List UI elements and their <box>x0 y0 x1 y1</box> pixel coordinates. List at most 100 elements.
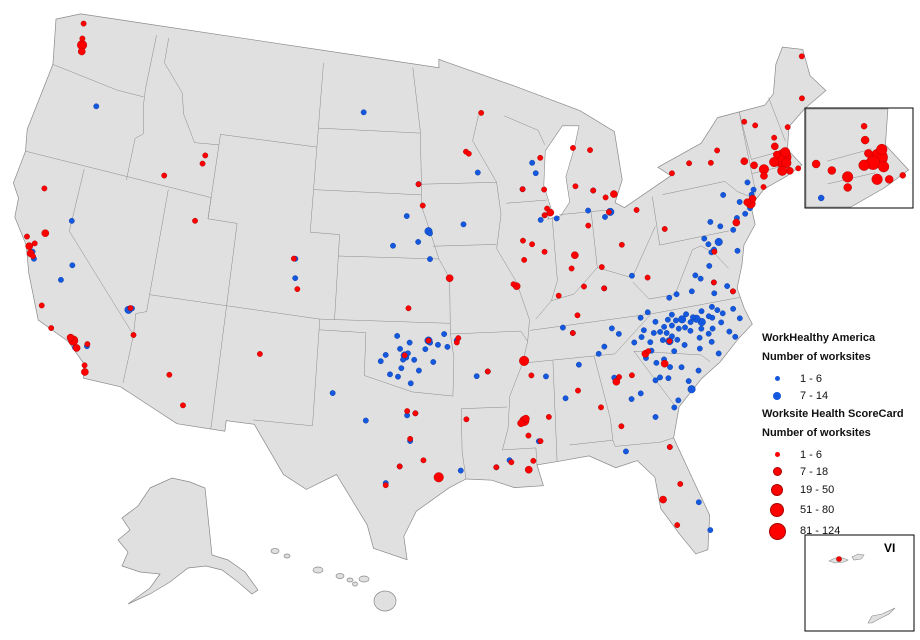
wsc-worksite-marker <box>396 463 403 470</box>
wsc-worksite-marker <box>674 522 681 529</box>
wsc-worksite-marker <box>885 175 894 184</box>
wsc-worksite-marker <box>784 124 791 131</box>
wsc-worksite-marker <box>537 154 544 161</box>
wha-worksite-marker <box>653 359 660 366</box>
state-border <box>569 437 674 447</box>
wsc-worksite-marker <box>382 482 389 489</box>
wha-worksite-marker <box>687 327 694 334</box>
wha-worksite-marker <box>682 324 688 331</box>
wha-worksite-marker <box>537 216 544 223</box>
wsc-worksite-marker <box>572 183 579 190</box>
wsc-worksite-marker <box>575 387 581 394</box>
alaska-land <box>117 477 259 605</box>
wha-worksite-marker <box>698 308 705 315</box>
wsc-worksite-marker <box>714 147 721 154</box>
contiguous-us-map <box>13 13 827 561</box>
wha-worksite-marker <box>652 318 659 325</box>
wha-worksite-marker <box>701 235 708 242</box>
state-border <box>614 313 652 355</box>
wsc-worksite-marker <box>602 194 609 201</box>
wha-worksite-marker <box>58 276 64 283</box>
state-border <box>662 181 751 198</box>
wsc-worksite-marker <box>677 481 684 487</box>
wsc-worksite-marker <box>79 35 86 42</box>
wha-worksite-marker <box>441 331 448 337</box>
state-border <box>220 134 317 148</box>
wsc-worksite-marker <box>771 134 778 141</box>
wsc-worksite-marker <box>590 187 597 194</box>
state-border <box>338 255 439 260</box>
wsc-worksite-marker <box>686 160 692 167</box>
wha-worksite-marker <box>665 375 672 382</box>
wsc-worksite-marker <box>741 118 748 125</box>
state-border <box>126 35 157 181</box>
wsc-worksite-marker <box>401 352 408 359</box>
wha-worksite-marker <box>709 303 715 310</box>
wsc-worksite-marker <box>510 281 517 288</box>
state-border <box>461 408 467 480</box>
wsc-worksite-marker <box>192 217 198 224</box>
wha-worksite-marker <box>638 334 645 340</box>
us-land <box>13 13 827 561</box>
state-border <box>472 115 497 183</box>
wsc-worksite-marker <box>843 183 852 192</box>
hawaii-island <box>270 548 280 554</box>
wha-worksite-marker <box>690 314 696 321</box>
wsc-worksite-marker <box>180 402 186 409</box>
wsc-worksite-marker <box>463 416 470 423</box>
wsc-worksite-marker <box>484 368 491 375</box>
wsc-worksite-marker <box>84 341 91 347</box>
wsc-worksite-marker <box>598 264 605 270</box>
wsc-worksite-marker <box>811 159 821 169</box>
wha-worksite-marker <box>407 380 414 387</box>
wsc-worksite-marker <box>795 165 802 172</box>
state-border <box>559 209 611 215</box>
state-border <box>633 350 711 362</box>
wsc-worksite-marker <box>524 465 533 474</box>
wsc-worksite-marker <box>669 170 675 177</box>
wha-worksite-marker <box>562 395 569 402</box>
wha-worksite-marker <box>652 414 659 420</box>
alaska <box>117 477 259 605</box>
wsc-worksite-marker <box>568 265 575 272</box>
legend-wha-class: 1 - 6 <box>762 370 904 387</box>
wha-worksite-marker <box>394 333 401 339</box>
wsc-worksite-marker <box>202 152 209 159</box>
wha-worksite-marker <box>673 317 679 324</box>
wsc-worksite-marker <box>740 157 749 166</box>
wsc-worksite-marker <box>541 212 548 219</box>
hawaii-island <box>358 575 370 583</box>
legend-wha-title: WorkHealthy America <box>762 332 876 344</box>
wsc-worksite-marker <box>77 47 86 56</box>
wsc-worksite-marker <box>760 184 767 190</box>
state-border <box>535 226 656 320</box>
wsc-worksite-marker <box>24 233 30 240</box>
wha-worksite-marker <box>681 342 688 348</box>
state-border <box>593 356 614 441</box>
wsc-worksite-marker <box>601 285 608 292</box>
wsc-worksite-marker <box>555 292 562 299</box>
wha-worksite-marker <box>397 345 403 352</box>
state-border <box>412 67 497 185</box>
wsc-worksite-marker <box>732 218 741 227</box>
wha-worksite-marker <box>669 333 675 340</box>
wsc-worksite-marker <box>585 222 592 229</box>
wha-worksite-marker <box>675 397 682 404</box>
legend-wha-subtitle: Number of worksites <box>762 351 871 363</box>
red-dot-5-icon <box>768 522 786 540</box>
st-croix-island <box>867 607 896 624</box>
wsc-worksite-marker <box>661 226 668 232</box>
wha-worksite-marker <box>744 179 751 186</box>
wha-worksite-marker <box>663 330 670 336</box>
state-border <box>149 294 320 320</box>
wsc-worksite-marker <box>878 161 890 173</box>
legend-wsc-class: 1 - 6 <box>762 446 904 463</box>
wha-worksite-marker <box>398 365 405 372</box>
state-border <box>432 244 497 247</box>
wsc-worksite-marker <box>666 338 673 345</box>
state-border <box>25 150 212 198</box>
wsc-worksite-marker <box>425 337 432 344</box>
virgin-islands-inset-frame <box>804 534 915 632</box>
wsc-worksite-marker <box>750 161 758 170</box>
wha-worksite-marker <box>553 215 560 222</box>
